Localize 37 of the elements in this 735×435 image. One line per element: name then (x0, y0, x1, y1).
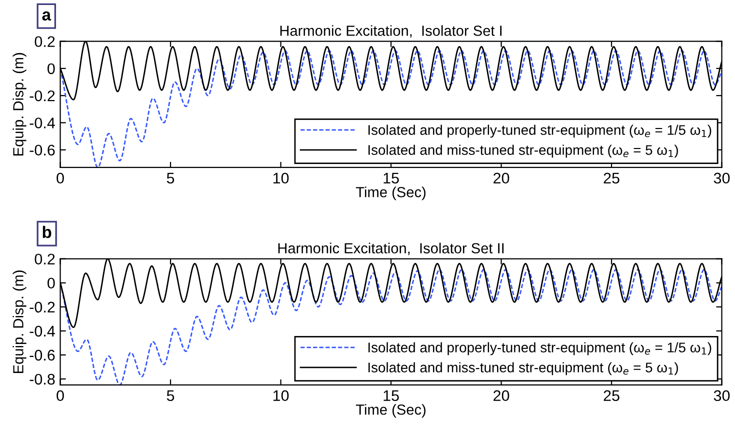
y-axis-title: Equip. Disp. (m) (12, 53, 26, 156)
x-tick-label: 25 (604, 390, 620, 402)
y-tick-label: -0.6 (30, 350, 55, 361)
x-tick-label: 10 (273, 172, 289, 184)
y-tick-label: 0 (48, 63, 55, 74)
y-tick-label: -0.6 (30, 144, 55, 156)
y-axis-title: Equip. Disp. (m) (12, 270, 26, 373)
y-tick-label: 0.2 (34, 254, 55, 265)
legend-label: Isolated and properly-tuned str-equipment (ω$_{e}$ = 1/5 ω$_{1}$) (368, 124, 712, 138)
x-tick-label: 5 (166, 172, 174, 184)
y-tick-label: 0.2 (34, 36, 55, 48)
x-tick-label: 0 (56, 390, 64, 402)
x-tick-label: 25 (604, 172, 620, 184)
x-tick-label: 10 (273, 390, 289, 402)
text: b (42, 226, 52, 238)
y-tick-label: -0.4 (30, 118, 55, 128)
x-axis-title: Time (Sec) (356, 186, 426, 200)
text: a (42, 11, 52, 21)
y-tick-label: 0 (48, 278, 55, 289)
y-tick-label: -0.2 (30, 302, 55, 313)
x-tick-label: 30 (714, 390, 730, 402)
chart-title: Harmonic Excitation, Isolator Set II (278, 242, 504, 256)
y-tick-label: -0.8 (30, 374, 55, 385)
x-axis-title: Time (Sec) (356, 404, 426, 418)
y-tick-label: -0.4 (30, 326, 55, 337)
legend-label: Isolated and miss-tuned str-equipment (ω$_{e}$ = 5 ω$_{1}$) (368, 144, 678, 158)
x-tick-label: 5 (166, 390, 174, 402)
chart-title: Harmonic Excitation, Isolator Set I (280, 25, 502, 38)
legend-label: Isolated and properly-tuned str-equipment (ω$_{e}$ = 1/5 ω$_{1}$) (368, 342, 712, 356)
x-tick-label: 15 (384, 172, 399, 184)
legend-label: Isolated and miss-tuned str-equipment (ω$_{e}$ = 5 ω$_{1}$) (368, 362, 678, 376)
x-tick-label: 15 (384, 390, 399, 402)
y-tick-label: -0.2 (30, 90, 55, 102)
x-tick-label: 20 (494, 390, 510, 402)
x-tick-label: 20 (494, 172, 510, 184)
x-tick-label: 30 (714, 172, 730, 184)
x-tick-label: 0 (56, 172, 64, 184)
